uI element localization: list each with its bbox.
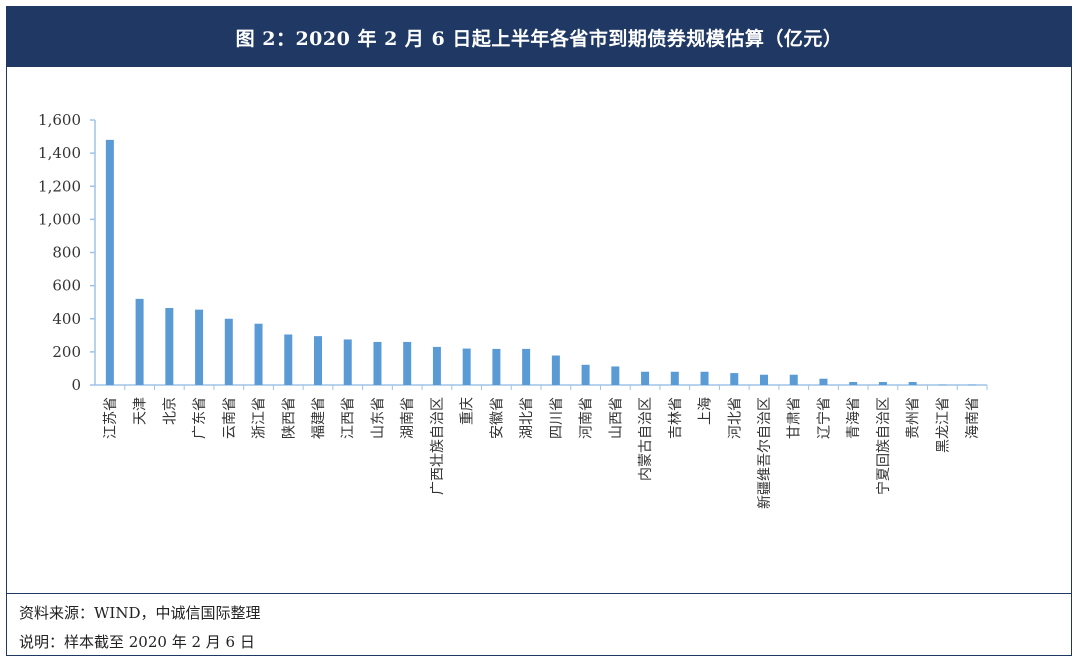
bar (641, 371, 650, 385)
x-tick-label: 新疆维吾尔自治区 (757, 397, 773, 509)
bar (284, 334, 293, 385)
x-tick-label: 河北省 (727, 397, 743, 439)
x-tick-label: 吉林省 (668, 397, 684, 439)
bar (135, 298, 144, 385)
x-tick-label: 云南省 (222, 397, 238, 439)
bar (938, 384, 947, 386)
x-tick-label: 广东省 (192, 397, 208, 439)
sample-note: 说明：样本截至 2020 年 2 月 6 日 (19, 633, 255, 651)
bar-chart: 0 200 400 600 800 1,000 1,200 1,400 1,600 江苏省 天津 北京… (38, 111, 988, 509)
bar (789, 374, 798, 385)
bar (908, 382, 917, 385)
y-tick-label: 1,400 (38, 144, 81, 162)
x-tick-label: 山西省 (608, 397, 624, 439)
x-tick-label: 内蒙古自治区 (638, 397, 654, 481)
bar (968, 384, 977, 386)
y-tick-label: 800 (52, 244, 81, 262)
y-tick-label: 200 (52, 343, 81, 361)
bar (105, 139, 114, 385)
x-tick-label: 北京 (162, 397, 178, 425)
bar (760, 374, 768, 385)
x-tick-label: 山东省 (370, 397, 386, 439)
bar (462, 348, 471, 385)
x-tick-label: 陕西省 (281, 397, 297, 439)
chart-area: 0 200 400 600 800 1,000 1,200 1,400 1,600 江苏省 天津 北京… (7, 67, 1071, 593)
y-tick-label: 400 (52, 310, 81, 328)
bar (611, 366, 620, 385)
x-tick-label: 甘肃省 (787, 397, 803, 439)
x-tick-label: 湖南省 (400, 397, 416, 439)
y-tick-label: 1,000 (38, 210, 81, 228)
bar (522, 348, 531, 385)
x-tick-label: 上海 (698, 397, 714, 425)
y-tick-label: 1,600 (38, 111, 81, 129)
bar (432, 346, 441, 385)
chart-frame: 图 2：2020 年 2 月 6 日起上半年各省市到期债券规模估算（亿元） 0 2… (6, 6, 1072, 656)
bar (195, 309, 204, 385)
bar (254, 323, 263, 385)
bar (819, 378, 828, 385)
bar (165, 307, 174, 385)
x-tick-label: 湖北省 (519, 397, 535, 439)
bar (551, 355, 560, 385)
x-tick-label: 黑龙江省 (935, 397, 951, 453)
bar (581, 364, 590, 385)
bar (700, 371, 709, 385)
bar (878, 382, 887, 385)
chart-title: 图 2：2020 年 2 月 6 日起上半年各省市到期债券规模估算（亿元） (7, 7, 1071, 67)
x-tick-label: 福建省 (311, 397, 327, 439)
x-tick-label: 重庆 (460, 397, 476, 425)
bar (492, 348, 501, 385)
x-tick-label: 辽宁省 (815, 397, 832, 439)
x-tick-label: 浙江省 (252, 397, 268, 439)
chart-footer: 资料来源：WIND，中诚信国际整理 说明：样本截至 2020 年 2 月 6 日 (7, 593, 1071, 655)
x-tick-label: 天津 (133, 397, 149, 425)
bar (849, 382, 858, 385)
y-tick-label: 0 (71, 376, 81, 394)
y-tick-label: 1,200 (38, 177, 81, 195)
x-tick-label: 安徽省 (489, 397, 505, 439)
bar (314, 336, 322, 385)
x-tick-label: 贵州省 (906, 397, 922, 439)
bar (730, 373, 739, 385)
x-tick-label: 河南省 (579, 397, 595, 439)
x-tick-label: 青海省 (846, 397, 862, 439)
x-tick-label: 江西省 (341, 397, 357, 439)
bar (403, 341, 412, 385)
bar (224, 318, 233, 385)
bar (670, 371, 679, 385)
x-tick-label: 海南省 (965, 397, 981, 439)
x-tick-label: 广西壮族自治区 (430, 397, 446, 495)
source-note: 资料来源：WIND，中诚信国际整理 (19, 604, 261, 622)
x-tick-label: 四川省 (549, 397, 565, 439)
y-tick-label: 600 (52, 277, 81, 295)
x-tick-label: 宁夏回族自治区 (875, 397, 892, 495)
x-tick-label: 江苏省 (103, 397, 119, 439)
bar (343, 339, 352, 385)
bar (373, 341, 382, 385)
